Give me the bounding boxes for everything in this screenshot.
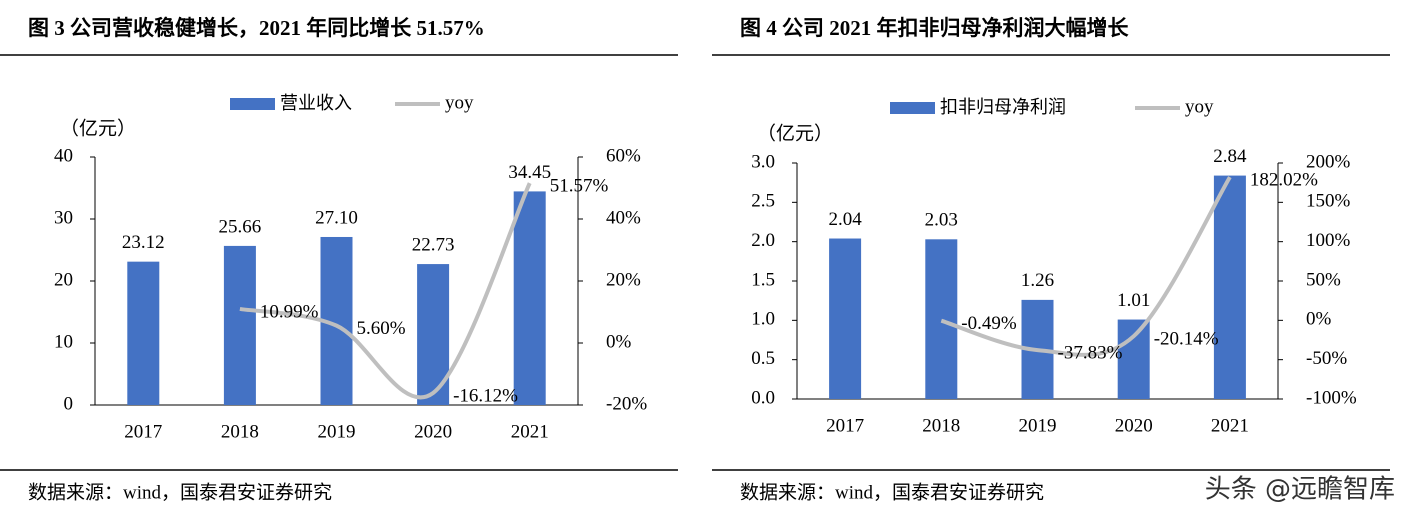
bar-label: 25.66 bbox=[219, 216, 262, 237]
bar bbox=[223, 245, 256, 405]
bar bbox=[513, 191, 546, 405]
line-label: -20.14% bbox=[1154, 329, 1219, 350]
x-tick-label: 2019 bbox=[318, 421, 356, 442]
x-tick-label: 2017 bbox=[124, 421, 162, 442]
bar bbox=[1117, 319, 1150, 399]
x-tick-label: 2021 bbox=[511, 421, 549, 442]
x-tick-label: 2017 bbox=[826, 415, 864, 436]
line-label: 10.99% bbox=[260, 301, 319, 322]
bar-label: 2.84 bbox=[1213, 146, 1247, 167]
y2-tick-label: 40% bbox=[606, 207, 641, 228]
y-tick-label: 3.0 bbox=[751, 151, 775, 172]
y2-tick-label: 150% bbox=[1306, 191, 1351, 212]
line-label: 182.02% bbox=[1250, 170, 1318, 191]
line-label: 51.57% bbox=[550, 175, 609, 196]
line-label: -16.12% bbox=[453, 385, 518, 406]
y2-tick-label: 200% bbox=[1306, 151, 1351, 172]
line-label: 5.60% bbox=[357, 318, 406, 339]
legend-label: 营业收入 bbox=[280, 93, 352, 114]
y-tick-label: 1.0 bbox=[751, 309, 775, 330]
source: 数据来源：wind，国泰君安证券研究 bbox=[740, 481, 1044, 503]
chart-title: 图 3 公司营收稳健增长，2021 年同比增长 51.57% bbox=[28, 16, 485, 40]
x-tick-label: 2019 bbox=[1019, 415, 1057, 436]
line-label: -37.83% bbox=[1058, 342, 1123, 363]
x-tick-label: 2021 bbox=[1211, 415, 1249, 436]
legend-label: yoy bbox=[445, 92, 474, 113]
y-tick-label: 1.5 bbox=[751, 269, 775, 290]
chart-title: 图 4 公司 2021 年扣非归母净利润大幅增长 bbox=[740, 16, 1129, 40]
bar-label: 1.26 bbox=[1021, 270, 1054, 291]
bar bbox=[829, 238, 862, 399]
x-tick-label: 2020 bbox=[1115, 415, 1153, 436]
x-tick-label: 2020 bbox=[414, 421, 452, 442]
yoy-line bbox=[940, 176, 1232, 357]
y-tick-label: 0.0 bbox=[751, 387, 775, 408]
bar-label: 2.04 bbox=[828, 209, 862, 230]
y2-tick-label: 60% bbox=[606, 145, 641, 166]
y2-tick-label: 100% bbox=[1306, 230, 1351, 251]
yoy-line bbox=[239, 182, 532, 400]
legend-swatch bbox=[890, 102, 935, 114]
bar bbox=[127, 261, 160, 405]
y-tick-label: 10 bbox=[54, 331, 73, 352]
legend-label: 扣非归母净利润 bbox=[940, 97, 1066, 118]
y-tick-label: 40 bbox=[54, 145, 73, 166]
y2-tick-label: -100% bbox=[1306, 387, 1357, 408]
y2-tick-label: 50% bbox=[1306, 269, 1341, 290]
y2-tick-label: 20% bbox=[606, 269, 641, 290]
legend-label: yoy bbox=[1185, 96, 1214, 117]
y2-tick-label: 0% bbox=[606, 331, 632, 352]
y-tick-label: 2.0 bbox=[751, 230, 775, 251]
bar bbox=[925, 239, 958, 399]
y2-tick-label: -20% bbox=[606, 393, 647, 414]
bar-label: 2.03 bbox=[925, 210, 958, 231]
x-tick-label: 2018 bbox=[922, 415, 960, 436]
bar-label: 22.73 bbox=[412, 234, 455, 255]
x-tick-label: 2018 bbox=[221, 421, 259, 442]
source: 数据来源：wind，国泰君安证券研究 bbox=[28, 481, 332, 503]
bar-label: 27.10 bbox=[315, 207, 358, 228]
line-label: -0.49% bbox=[961, 313, 1017, 334]
y2-tick-label: -50% bbox=[1306, 348, 1347, 369]
y-tick-label: 2.5 bbox=[751, 191, 775, 212]
unit-label: （亿元） bbox=[60, 117, 136, 139]
y-tick-label: 0 bbox=[64, 393, 74, 414]
bar-label: 1.01 bbox=[1117, 290, 1150, 311]
y-tick-label: 30 bbox=[54, 207, 73, 228]
unit-label: （亿元） bbox=[757, 122, 833, 144]
y-tick-label: 0.5 bbox=[751, 348, 775, 369]
bar-label: 34.45 bbox=[508, 162, 551, 183]
y-tick-label: 20 bbox=[54, 269, 73, 290]
bar-label: 23.12 bbox=[122, 232, 165, 253]
y2-tick-label: 0% bbox=[1306, 309, 1332, 330]
watermark: 头条 @远瞻智库 bbox=[1205, 475, 1395, 505]
legend-swatch bbox=[230, 98, 275, 110]
bar bbox=[1213, 175, 1246, 399]
